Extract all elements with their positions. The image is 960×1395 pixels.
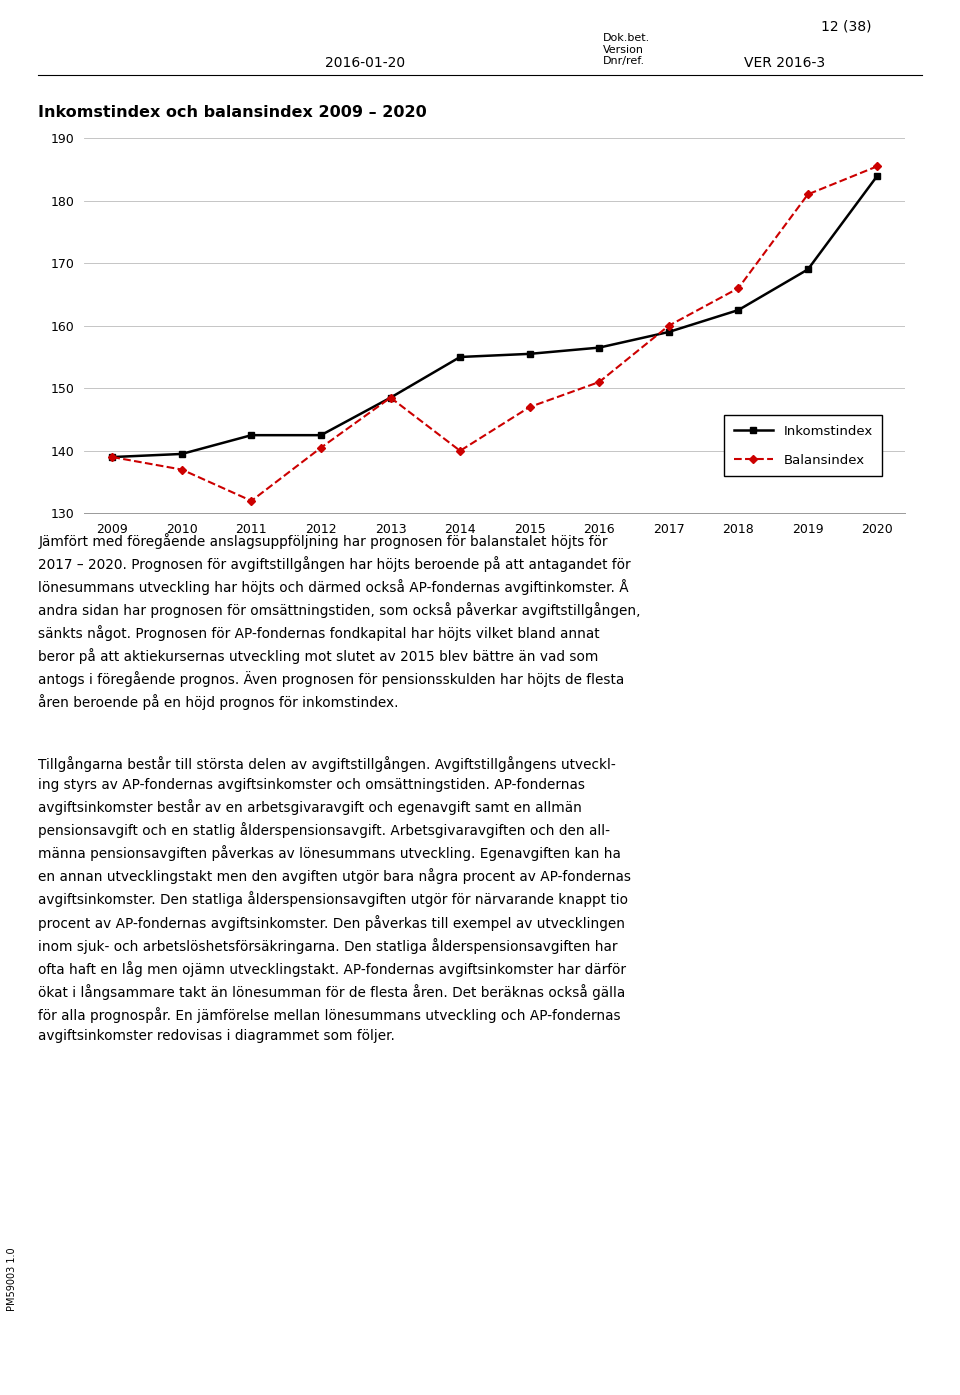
Balansindex <box>315 439 326 456</box>
Balansindex <box>454 442 466 459</box>
Text: VER 2016-3: VER 2016-3 <box>744 56 826 70</box>
Inkomstindex <box>107 449 118 466</box>
Inkomstindex <box>593 339 605 356</box>
Text: Dnr/ref.: Dnr/ref. <box>603 56 645 66</box>
Balansindex <box>107 449 118 466</box>
Inkomstindex <box>732 301 744 318</box>
Balansindex <box>803 186 814 202</box>
Text: Jämfört med föregående anslagsuppföljning har prognosen för balanstalet höjts fö: Jämfört med föregående anslagsuppföljnin… <box>38 533 641 710</box>
Balansindex <box>176 462 187 478</box>
Text: Dok.bet.: Dok.bet. <box>603 33 650 43</box>
Inkomstindex <box>803 261 814 278</box>
Inkomstindex <box>872 167 883 184</box>
Inkomstindex <box>663 324 675 340</box>
Line: Balansindex: Balansindex <box>109 163 880 504</box>
Balansindex <box>732 280 744 297</box>
Balansindex <box>246 492 257 509</box>
Text: 2016-01-20: 2016-01-20 <box>324 56 405 70</box>
Balansindex <box>524 399 536 416</box>
Text: Inkomstindex och balansindex 2009 – 2020: Inkomstindex och balansindex 2009 – 2020 <box>38 105 427 120</box>
Inkomstindex <box>454 349 466 365</box>
Inkomstindex <box>176 445 187 462</box>
Line: Inkomstindex: Inkomstindex <box>108 172 881 460</box>
Balansindex <box>593 374 605 391</box>
Balansindex <box>385 389 396 406</box>
Text: Version: Version <box>603 45 644 54</box>
Legend: Inkomstindex, Balansindex: Inkomstindex, Balansindex <box>725 416 882 476</box>
Inkomstindex <box>315 427 326 444</box>
Inkomstindex <box>385 389 396 406</box>
Inkomstindex <box>524 346 536 363</box>
Balansindex <box>663 317 675 333</box>
Text: Tillgångarna består till största delen av avgiftstillgången. Avgiftstillgångens : Tillgångarna består till största delen a… <box>38 756 632 1043</box>
Inkomstindex <box>246 427 257 444</box>
Balansindex <box>872 158 883 174</box>
Text: PM59003 1.0: PM59003 1.0 <box>8 1247 17 1311</box>
Text: 12 (38): 12 (38) <box>821 20 872 33</box>
